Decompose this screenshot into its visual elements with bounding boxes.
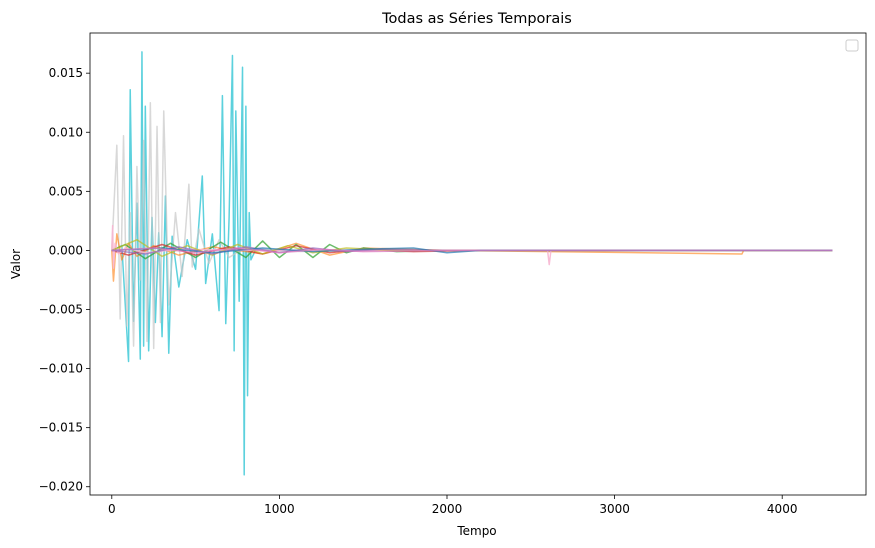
y-axis: −0.020 −0.015 −0.010 −0.005 0.000 0.005 0.010 0… bbox=[39, 66, 90, 494]
series-line-2 bbox=[111, 101, 833, 350]
series-line-1 bbox=[111, 51, 833, 476]
y-axis-title: Valor bbox=[9, 249, 23, 279]
x-tick-label: 4000 bbox=[767, 502, 798, 516]
y-tick-label: −0.010 bbox=[39, 362, 83, 376]
x-axis-title: Tempo bbox=[456, 524, 496, 538]
y-tick-label: 0.015 bbox=[49, 66, 83, 80]
x-tick-label: 0 bbox=[108, 502, 116, 516]
y-tick-label: −0.015 bbox=[39, 421, 83, 435]
x-tick-label: 1000 bbox=[264, 502, 295, 516]
series-layer bbox=[111, 51, 833, 476]
plot-area-frame bbox=[89, 32, 867, 496]
x-axis: 0 1000 2000 3000 4000 bbox=[108, 495, 798, 516]
y-tick-label: 0.005 bbox=[49, 184, 83, 198]
legend-box bbox=[845, 39, 859, 52]
y-tick-label: 0.000 bbox=[49, 243, 83, 257]
chart-title: Todas as Séries Temporais bbox=[381, 11, 572, 27]
x-tick-label: 3000 bbox=[599, 502, 630, 516]
y-tick-label: −0.020 bbox=[39, 480, 83, 494]
y-tick-label: 0.010 bbox=[49, 125, 83, 139]
x-tick-label: 2000 bbox=[432, 502, 463, 516]
series-line-10 bbox=[111, 247, 833, 254]
y-tick-label: −0.005 bbox=[39, 302, 83, 316]
